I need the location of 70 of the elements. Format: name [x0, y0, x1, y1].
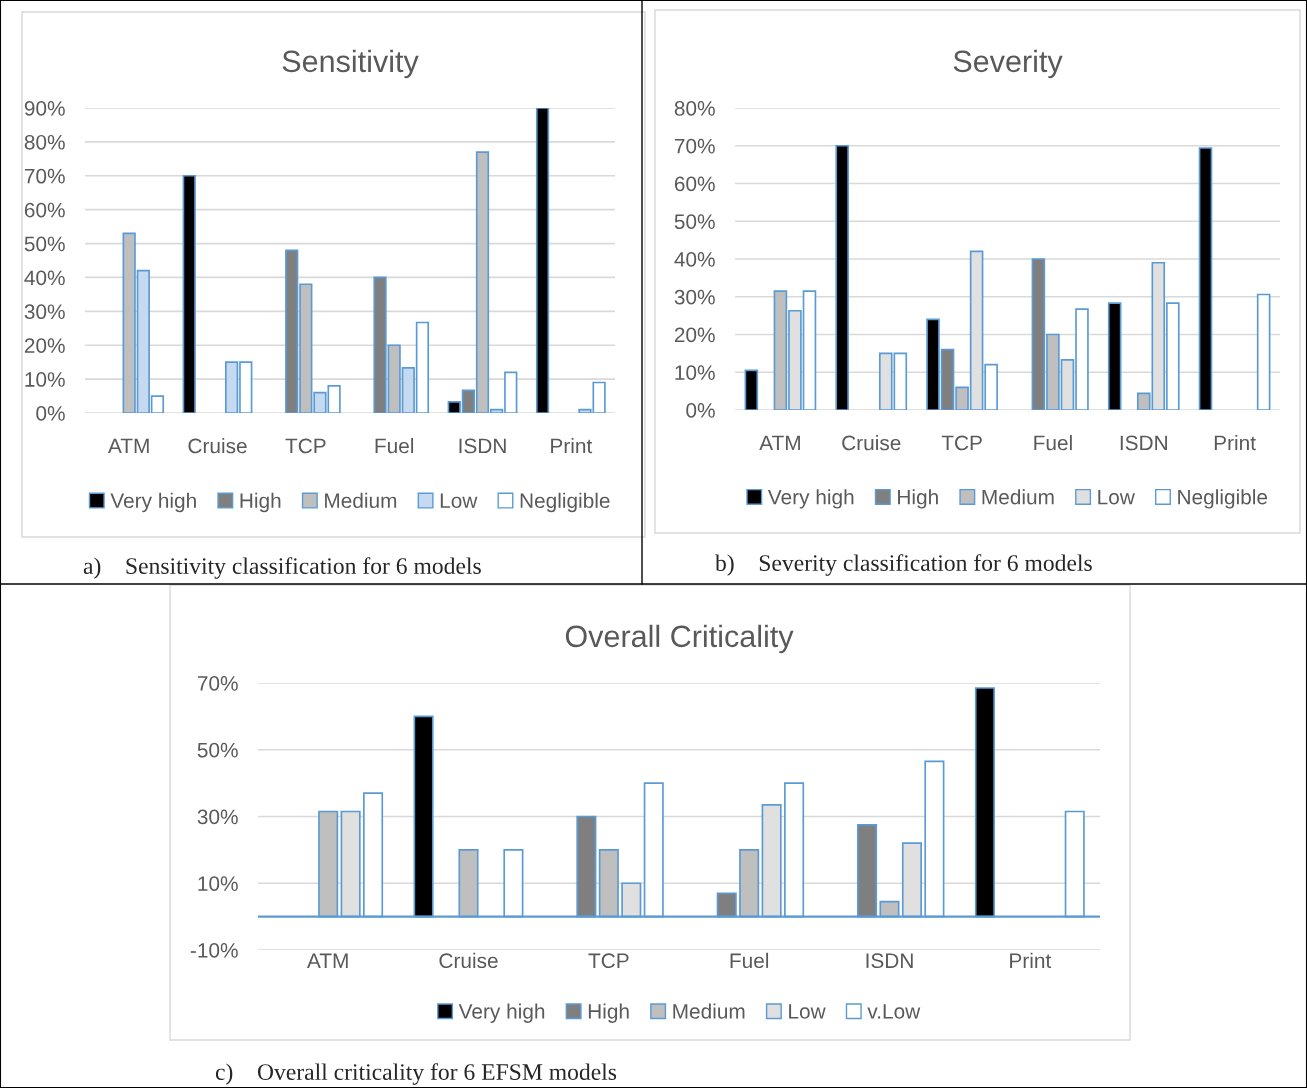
chart-title: Severity	[953, 49, 1063, 79]
legend-label: High	[240, 492, 281, 513]
legend-label: Low	[440, 493, 478, 509]
y-tick-label: 30%	[24, 304, 65, 320]
x-tick-label: TCP	[941, 435, 982, 451]
x-tick-label: Fuel	[730, 952, 769, 969]
y-tick-label: 0%	[686, 403, 715, 418]
y-tick-label: 40%	[674, 252, 715, 267]
bar	[1107, 302, 1122, 410]
x-tick-label: Fuel	[375, 438, 414, 454]
x-tick-label: ATM	[306, 953, 348, 968]
bar	[535, 108, 550, 413]
bar	[1256, 293, 1271, 410]
legend-label: Medium	[325, 492, 397, 509]
y-tick-label: 40%	[24, 270, 65, 286]
x-tick-label: ISDN	[459, 438, 506, 454]
bar	[744, 369, 759, 410]
y-tick-label: 70%	[197, 676, 238, 691]
y-tick-label: -10%	[190, 943, 238, 958]
text: a) Sensitivity classification for 6 models	[83, 557, 481, 579]
legend-label: Negligible	[1178, 489, 1268, 509]
y-tick-label: 90%	[24, 101, 65, 116]
y-tick-label: 20%	[24, 338, 65, 353]
y-tick-label: 80%	[24, 134, 65, 150]
y-tick-label: 50%	[674, 214, 715, 229]
y-tick-label: 10%	[198, 876, 238, 891]
y-tick-label: 50%	[197, 742, 238, 758]
y-tick-label: 60%	[24, 202, 65, 218]
y-tick-label: 50%	[24, 236, 65, 252]
x-tick-label: TCP	[588, 953, 629, 969]
x-tick-label: Cruise	[439, 952, 498, 969]
bar	[835, 144, 849, 410]
y-tick-label: 30%	[674, 289, 715, 305]
text: b) Severity classification for 6 models	[715, 554, 1092, 576]
x-tick-label: ISDN	[1120, 435, 1167, 451]
x-tick-label: Print	[1010, 952, 1052, 969]
x-tick-label: TCP	[285, 438, 326, 454]
chart-title: Overall Criticality	[565, 624, 794, 654]
x-tick-label: Fuel	[1034, 435, 1072, 451]
legend-label: Low	[789, 1004, 826, 1019]
legend-label: Medium	[673, 1003, 745, 1019]
y-tick-label: 20%	[674, 327, 715, 343]
x-tick-label: Print	[1214, 435, 1256, 451]
y-tick-label: 70%	[24, 168, 65, 184]
y-tick-label: 80%	[674, 101, 715, 116]
bar	[1198, 147, 1213, 410]
y-tick-label: 10%	[25, 372, 65, 387]
legend-label: Very high	[110, 492, 196, 513]
legend-label: Very high	[458, 1003, 545, 1023]
x-tick-label: Cruise	[842, 435, 901, 451]
y-tick-label: 0%	[36, 406, 65, 421]
y-tick-label: 60%	[674, 176, 715, 192]
legend-label: Very high	[767, 489, 854, 509]
chart-title: Sensitivity	[282, 49, 419, 79]
x-tick-label: ISDN	[866, 953, 913, 969]
legend-label: Low	[1098, 489, 1135, 505]
y-tick-label: 30%	[197, 809, 238, 825]
x-tick-label: ATM	[759, 435, 800, 451]
x-tick-label: Print	[551, 438, 593, 454]
legend-label: High	[898, 489, 938, 509]
legend-label: v.Low	[867, 1004, 921, 1019]
x-tick-label: Cruise	[188, 438, 247, 454]
legend-label: Negligible	[520, 492, 610, 513]
text: c) Overall criticality for 6 EFSM models	[215, 1063, 617, 1085]
y-tick-label: 70%	[674, 138, 715, 154]
bar	[182, 174, 196, 413]
legend-label: Medium	[982, 489, 1054, 505]
y-tick-label: 10%	[675, 365, 715, 380]
x-tick-label: ATM	[107, 438, 149, 454]
legend-label: High	[588, 1003, 629, 1023]
